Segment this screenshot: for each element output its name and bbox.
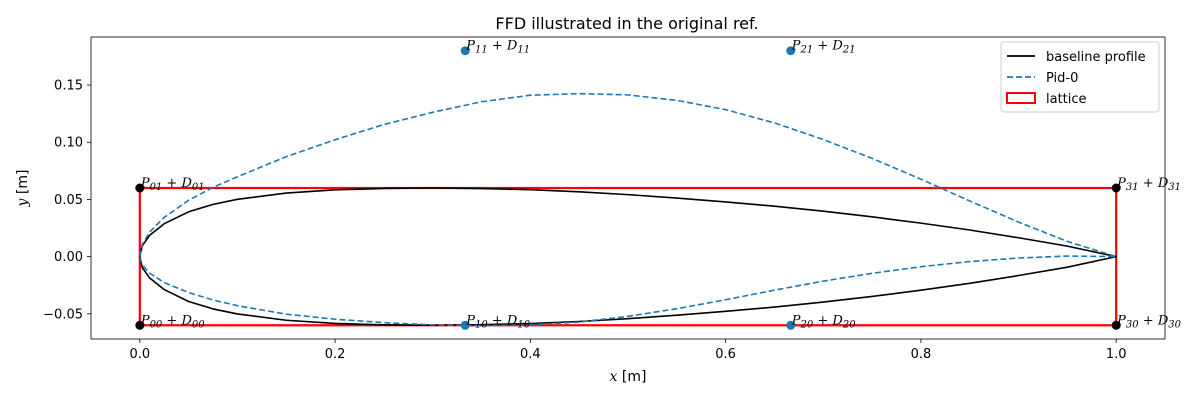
y-tick-label: 0.15 (54, 79, 83, 94)
control-point-label-10: P10 + D10 (465, 313, 530, 330)
legend-pid0-label: Pid-0 (1046, 71, 1078, 86)
legend-baseline-label: baseline profile (1046, 50, 1146, 65)
y-axis-label: y [m] (15, 170, 31, 208)
control-point-31 (1111, 183, 1121, 193)
x-tick-label: 1.0 (1106, 347, 1127, 362)
control-point-20 (786, 320, 796, 330)
series-line-baseline-profile (139, 187, 1117, 327)
control-point-21 (786, 46, 796, 56)
y-tick-label: 0.00 (54, 250, 83, 265)
x-axis-label: x [m] (610, 369, 647, 385)
lattice-rect (138, 186, 1118, 327)
chart-title: FFD illustrated in the original ref. (495, 14, 758, 33)
control-point-labels: P00 + D00 P01 + D01 P30 + D30 P31 + D31 P10 … (140, 39, 1182, 331)
plot-area (135, 46, 1121, 330)
legend: baseline profile Pid-0 lattice (1000, 41, 1160, 113)
control-point-label-01: P01 + D01 (140, 176, 205, 193)
series-line-pid-0 (139, 92, 1117, 327)
x-tick-label: 0.6 (715, 347, 736, 362)
control-point-label-21: P21 + D21 (791, 39, 856, 56)
control-point-11 (460, 46, 470, 56)
y-tick-label: −0.05 (43, 307, 83, 322)
control-point-label-20: P20 + D20 (791, 313, 856, 330)
x-tick-label: 0.8 (911, 347, 932, 362)
x-tick-label: 0.2 (325, 347, 346, 362)
y-axis-ticks: −0.05 0.00 0.05 0.10 0.15 (43, 79, 91, 322)
x-tick-label: 0.0 (129, 347, 150, 362)
legend-box (1000, 41, 1160, 113)
x-axis-ticks: 0.0 0.2 0.4 0.6 0.8 1.0 (129, 339, 1127, 362)
control-point-00 (135, 320, 145, 330)
control-point-label-31: P31 + D31 (1116, 176, 1181, 193)
y-tick-label: 0.05 (54, 193, 83, 208)
x-tick-label: 0.4 (520, 347, 541, 362)
legend-lattice-label: lattice (1046, 92, 1087, 107)
control-point-30 (1111, 320, 1121, 330)
legend-lattice-swatch (1006, 92, 1036, 104)
y-tick-label: 0.10 (54, 136, 83, 151)
control-point-label-30: P30 + D30 (1116, 313, 1181, 330)
axes-frame (90, 36, 1166, 340)
control-point-10 (460, 320, 470, 330)
control-point-label-00: P00 + D00 (140, 313, 205, 330)
control-point-01 (135, 183, 145, 193)
control-point-label-11: P11 + D11 (465, 39, 530, 56)
